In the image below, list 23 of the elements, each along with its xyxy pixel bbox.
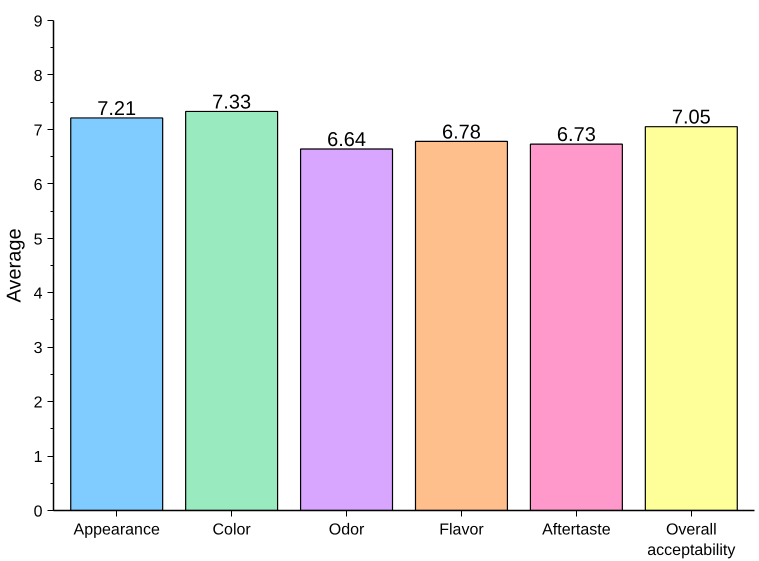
- data-label: 7.21: [97, 98, 136, 120]
- y-tick-label: 9: [34, 14, 43, 30]
- data-label: 7.33: [212, 91, 252, 114]
- y-tick-label: 5: [34, 231, 43, 248]
- data-label: 6.73: [556, 124, 596, 146]
- x-tick-label: Flavor: [439, 522, 484, 538]
- data-label: 6.64: [327, 128, 366, 151]
- y-tick-label: 3: [34, 340, 43, 358]
- y-tick-label: 6: [34, 176, 43, 194]
- x-tick-label: Overall acceptability: [647, 522, 736, 559]
- y-tick-label: 4: [34, 286, 43, 303]
- y-tick-label: 0: [34, 504, 43, 520]
- x-tick-label: Odor: [328, 522, 365, 538]
- data-label: 7.05: [672, 106, 711, 129]
- y-tick-label: 2: [34, 394, 43, 412]
- y-tick-label: 7: [34, 122, 43, 140]
- data-label: 6.78: [442, 121, 481, 144]
- y-tick-label: 1: [34, 449, 43, 466]
- y-axis-title: Average: [4, 228, 26, 303]
- y-tick-label: 8: [34, 68, 43, 85]
- x-tick-label: Aftertaste: [542, 522, 611, 538]
- x-tick-label: Color: [212, 522, 252, 538]
- x-tick-label: Appearance: [74, 522, 160, 538]
